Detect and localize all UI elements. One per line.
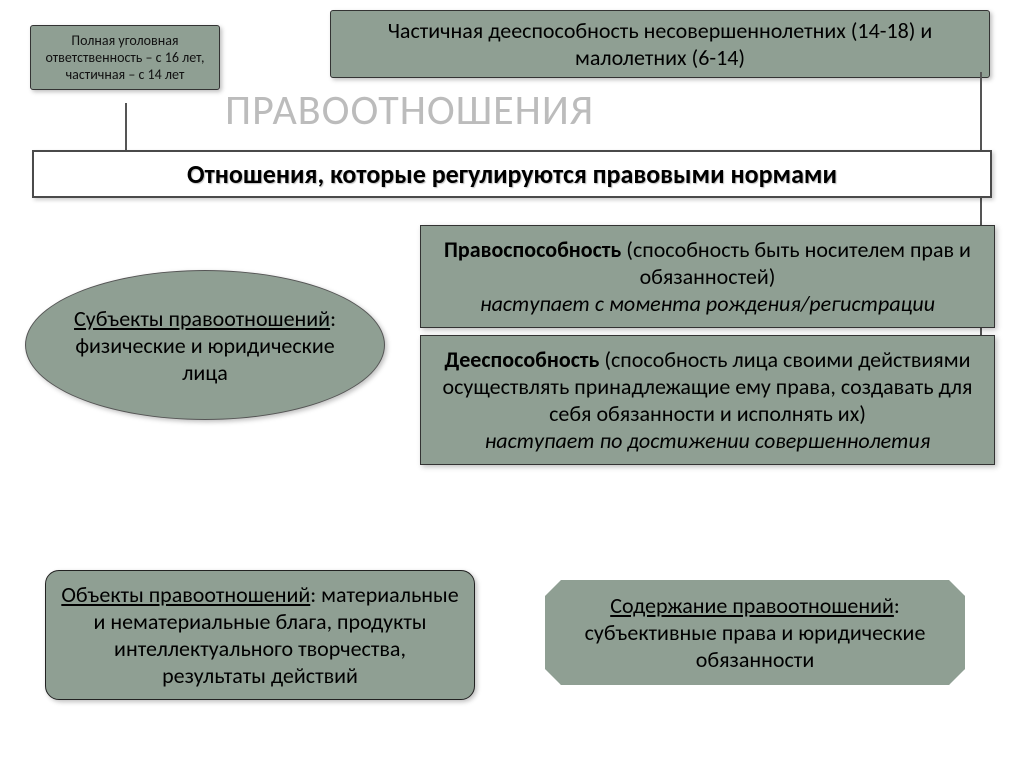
page-title-text: ПРАВООТНОШЕНИЯ [225, 85, 594, 136]
ellipse-subjects: Субъекты правоотношений: физические и юр… [25, 270, 385, 420]
box-pravosposobnost: Правоспособность (способность быть носит… [420, 225, 995, 328]
callout-criminal-responsibility: Полная уголовная ответственность – с 16 … [30, 25, 220, 90]
page-title: ПРАВООТНОШЕНИЯ [225, 85, 594, 136]
pravosposob-italic: наступает с момента рождения/регистрации [435, 290, 980, 317]
callout-partial-text: Частичная дееспособность несовершеннолет… [388, 17, 933, 71]
callout-criminal-text: Полная уголовная ответственность – с 16 … [45, 32, 204, 83]
pravosposob-plain: (способность быть носителем прав и обяза… [621, 236, 971, 290]
box-deesposobnost: Дееспособность (способность лица своими … [420, 335, 995, 465]
pravosposob-line1: Правоспособность (способность быть носит… [435, 236, 980, 290]
objects-content: Объекты правоотношений: материальные и н… [60, 581, 460, 689]
ellipse-subjects-content: Субъекты правоотношений: физические и юр… [54, 305, 356, 386]
subtitle-definition: Отношения, которые регулируются правовым… [32, 150, 992, 198]
connector-left [125, 103, 127, 153]
box-objects: Объекты правоотношений: материальные и н… [45, 570, 475, 700]
content-inner: Содержание правоотношений: субъективные … [563, 592, 947, 673]
pravosposob-bold: Правоспособность [444, 236, 621, 263]
deesposob-italic: наступает по достижении совершеннолетия [435, 427, 980, 454]
deesposob-bold: Дееспособность [445, 346, 600, 373]
objects-label: Объекты правоотношений [61, 581, 310, 608]
box-content: Содержание правоотношений: субъективные … [545, 580, 965, 685]
subjects-label: Субъекты правоотношений [74, 305, 330, 332]
subtitle-text: Отношения, которые регулируются правовым… [187, 158, 837, 190]
deesposob-line1: Дееспособность (способность лица своими … [435, 346, 980, 427]
callout-partial-capacity: Частичная дееспособность несовершеннолет… [330, 10, 990, 78]
content-label: Содержание правоотношений [610, 592, 894, 619]
